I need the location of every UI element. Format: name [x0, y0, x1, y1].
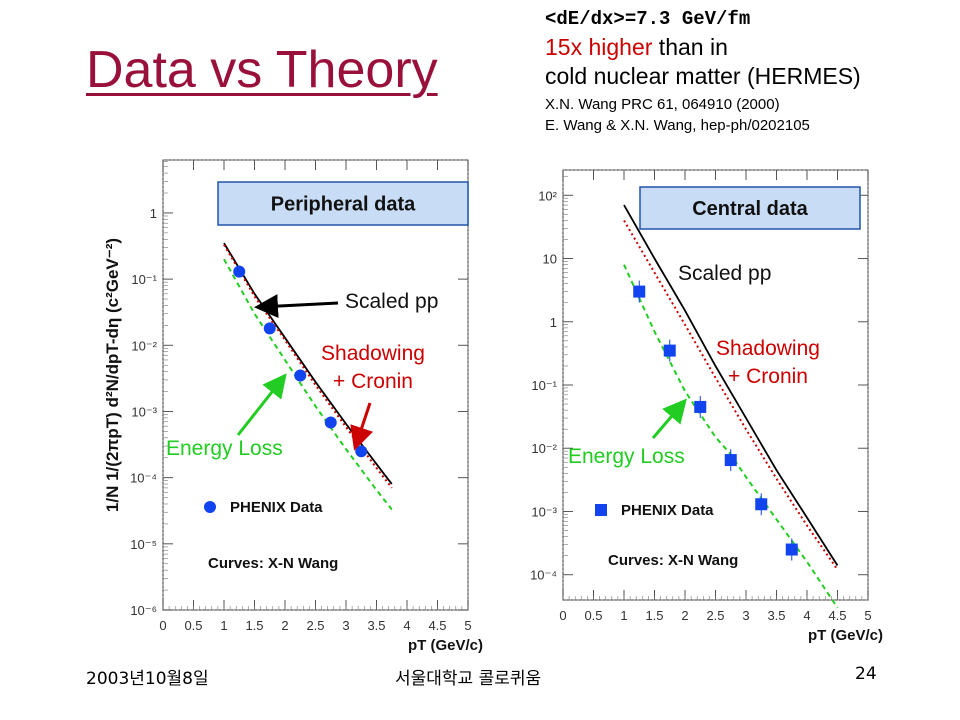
- data-point: [355, 445, 368, 458]
- x-tick-label: 3.5: [767, 608, 785, 623]
- energy-loss-note: <dE/dx>=7.3 GeV/fm 15x higher than in co…: [545, 8, 955, 134]
- x-tick-label: 0.5: [584, 608, 602, 623]
- x-tick-label: 1: [220, 618, 227, 633]
- x-tick-label: 2.5: [706, 608, 724, 623]
- panel-label-box: [217, 181, 469, 226]
- panel-label-box: [639, 186, 861, 230]
- x-tick-label: 2: [281, 618, 288, 633]
- data-point: [324, 416, 337, 429]
- y-tick-label: 10⁻⁴: [530, 568, 557, 583]
- curve-energy-loss: [223, 258, 393, 511]
- annotation-arrow: [236, 373, 287, 436]
- y-tick-label: 10⁻³: [131, 404, 157, 419]
- panel-label: Central data: [692, 198, 808, 220]
- data-point: [785, 543, 798, 556]
- data-point: [663, 344, 676, 357]
- annotation-shadowing-line2: + Cronin: [728, 365, 808, 388]
- legend-curves-label: Curves: X-N Wang: [208, 555, 338, 572]
- x-tick-label: 5: [864, 608, 871, 623]
- x-tick-label: 3: [742, 608, 749, 623]
- data-point: [755, 498, 768, 511]
- x-tick-label: 0.5: [184, 618, 202, 633]
- legend-marker: [204, 501, 216, 513]
- plot-frame: [562, 169, 869, 601]
- y-tick-label: 10²: [538, 188, 557, 203]
- y-tick-label: 10⁻²: [531, 441, 557, 456]
- x-tick-label: 1.5: [645, 608, 663, 623]
- annotation-arrow: [254, 294, 339, 319]
- note-ratio-rest: than in: [652, 34, 728, 60]
- y-tick-label: 10⁻¹: [531, 378, 557, 393]
- x-axis-label: pT (GeV/c): [808, 627, 883, 644]
- panel-label: Peripheral data: [271, 194, 416, 216]
- x-tick-label: 0: [159, 618, 166, 633]
- note-ratio: 15x higher than in: [545, 34, 955, 61]
- curve-shadowing-cronin: [623, 219, 839, 571]
- x-tick-label: 2.5: [306, 618, 324, 633]
- legend-marker: [595, 504, 607, 516]
- plot-frame: [162, 159, 469, 611]
- y-axis-label: 1/N 1/(2πpT) d²N/dpT-dη (c²GeV⁻²): [103, 238, 122, 512]
- curve-scaled-pp: [223, 242, 393, 485]
- reference-1: X.N. Wang PRC 61, 064910 (2000): [545, 96, 780, 113]
- annotation-shadowing-line2: + Cronin: [333, 370, 413, 393]
- data-point: [633, 285, 646, 298]
- footer-organization: 서울대학교 콜로퀴움: [395, 669, 542, 689]
- y-tick-label: 10⁻⁵: [130, 537, 157, 552]
- x-tick-label: 1.5: [245, 618, 263, 633]
- x-tick-label: 3: [342, 618, 349, 633]
- y-tick-label: 1: [550, 315, 557, 330]
- legend-data-label: PHENIX Data: [230, 499, 323, 516]
- central-chart: 0 0.5 1 1.5 2 2.5 3 3.5 4 4.5 5 10² 10 1 10⁻¹ 10⁻² 10⁻³ 1…: [530, 169, 883, 644]
- y-tick-label: 10⁻²: [131, 338, 157, 353]
- x-tick-label: 1: [620, 608, 627, 623]
- footer-date: 2003년10월8일: [86, 669, 209, 689]
- x-tick-label: 2: [681, 608, 688, 623]
- reference-2: E. Wang & X.N. Wang, hep-ph/0202105: [545, 117, 810, 134]
- x-tick-label: 4: [403, 618, 410, 633]
- annotation-scaled-pp: Scaled pp: [678, 262, 771, 285]
- annotation-arrow: [651, 398, 687, 439]
- annotation-shadowing-line1: Shadowing: [716, 337, 820, 360]
- curve-shadowing-cronin: [223, 244, 393, 489]
- note-hermes: cold nuclear matter (HERMES): [545, 63, 861, 89]
- curve-scaled-pp: [623, 204, 839, 566]
- data-point: [263, 322, 276, 335]
- data-point: [233, 265, 246, 278]
- y-tick-label: 10: [543, 252, 557, 267]
- y-tick-label: 1: [150, 206, 157, 221]
- x-tick-label: 4.5: [428, 618, 446, 633]
- annotation-arrow: [350, 402, 374, 451]
- footer-page-number: 24: [855, 664, 877, 684]
- data-point: [724, 454, 737, 467]
- annotation-energy-loss: Energy Loss: [568, 445, 685, 468]
- peripheral-chart: 0 0.5 1 1.5 2 2.5 3 3.5 4 4.5 5 1 10⁻¹ 10⁻² 10⁻³ 10⁻⁴ 10…: [103, 159, 483, 654]
- data-point: [294, 369, 307, 382]
- legend-data-label: PHENIX Data: [621, 502, 714, 519]
- x-axis-label: pT (GeV/c): [408, 637, 483, 654]
- data-point: [694, 400, 707, 413]
- slide-title: Data vs Theory: [86, 41, 438, 99]
- annotation-energy-loss: Energy Loss: [166, 437, 283, 460]
- y-tick-label: 10⁻⁴: [130, 471, 157, 486]
- x-tick-label: 4: [803, 608, 810, 623]
- note-ratio-highlight: 15x higher: [545, 34, 653, 60]
- y-tick-label: 10⁻³: [531, 504, 557, 519]
- y-tick-label: 10⁻¹: [131, 272, 157, 287]
- x-tick-label: 5: [464, 618, 471, 633]
- annotation-shadowing-line1: Shadowing: [321, 342, 425, 365]
- x-tick-label: 4.5: [828, 608, 846, 623]
- x-tick-label: 0: [559, 608, 566, 623]
- annotation-scaled-pp: Scaled pp: [345, 290, 438, 313]
- y-tick-label: 10⁻⁶: [130, 603, 157, 618]
- x-tick-label: 3.5: [367, 618, 385, 633]
- note-dedx: <dE/dx>=7.3 GeV/fm: [545, 8, 751, 30]
- legend-curves-label: Curves: X-N Wang: [608, 552, 738, 569]
